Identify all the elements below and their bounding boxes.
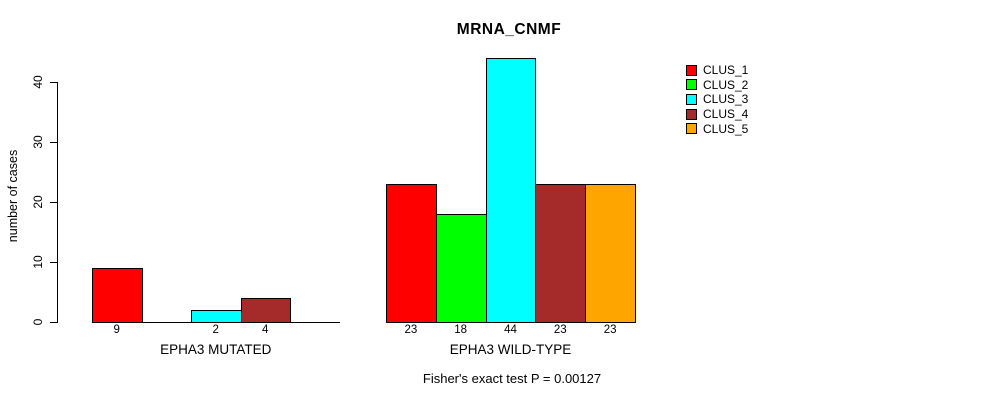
bar-clus-1-epha3-wild-type [386,184,437,323]
y-tick-mark [50,81,57,83]
legend-swatch-clus-4 [686,108,697,120]
y-tick-mark [50,201,57,203]
y-tick-label: 40 [31,75,45,89]
bar-value-label: 2 [212,324,219,336]
y-axis-line [57,82,58,323]
legend-swatch-clus-2 [686,79,697,91]
legend-item-clus-3: CLUS_3 [686,92,748,107]
legend-label: CLUS_2 [703,77,749,92]
bar-clus-3-epha3-wild-type [486,58,536,323]
legend-item-clus-1: CLUS_1 [686,63,748,78]
legend-item-clus-2: CLUS_2 [686,78,748,93]
legend-swatch-clus-3 [686,93,697,105]
legend-item-clus-4: CLUS_4 [686,107,748,122]
legend-label: CLUS_3 [703,92,749,107]
bar-value-label: 9 [113,324,120,336]
bar-clus-1-epha3-mutated [92,268,143,323]
bar-value-label: 23 [404,324,418,336]
y-tick-label: 20 [31,195,45,209]
y-tick-mark [50,321,57,323]
y-tick-label: 10 [31,255,45,269]
bar-value-label: 4 [262,324,269,336]
chart-title: MRNA_CNMF [456,21,562,38]
bar-value-label: 18 [454,324,468,336]
bar-value-label: 23 [603,324,617,336]
bar-clus-3-epha3-mutated [191,310,242,323]
legend-swatch-clus-1 [686,64,697,76]
legend-label: CLUS_4 [703,107,749,122]
fisher-test-caption: Fisher's exact test P = 0.00127 [422,371,602,386]
y-axis-label: number of cases [6,149,20,243]
bar-clus-5-epha3-wild-type [585,184,636,323]
legend-label: CLUS_1 [703,63,749,78]
y-tick-label: 0 [31,318,45,326]
bar-value-label: 44 [504,324,517,336]
y-tick-mark [50,141,57,143]
legend: CLUS_1 CLUS_2 CLUS_3 CLUS_4 CLUS_5 [686,63,748,136]
group-label-epha3-mutated: EPHA3 MUTATED [160,342,272,357]
legend-swatch-clus-5 [686,123,697,135]
group-label-epha3-wild-type: EPHA3 WILD-TYPE [449,342,572,357]
legend-label: CLUS_5 [703,121,749,136]
bar-clus-4-epha3-mutated [241,298,291,323]
bar-clus-4-epha3-wild-type [535,184,586,323]
y-tick-label: 30 [31,135,45,149]
y-tick-mark [50,261,57,263]
legend-item-clus-5: CLUS_5 [686,121,748,136]
bar-clus-2-epha3-wild-type [436,214,487,323]
bar-value-label: 23 [553,324,567,336]
